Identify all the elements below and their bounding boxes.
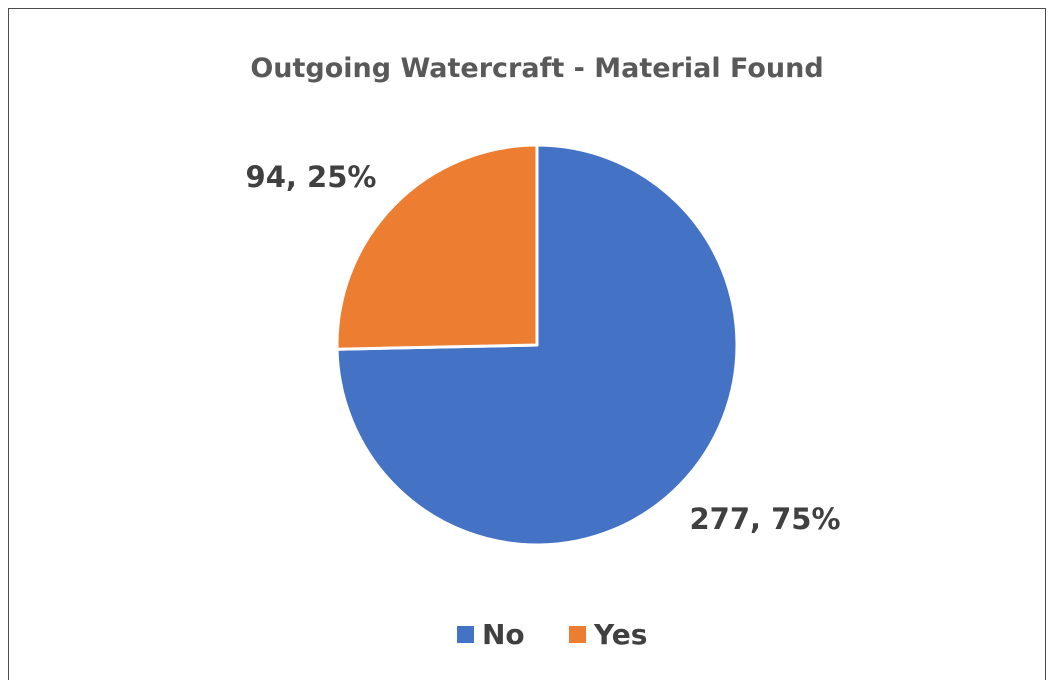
- data-label-yes: 94, 25%: [246, 160, 377, 194]
- legend: No Yes: [457, 618, 647, 651]
- chart-title: Outgoing Watercraft - Material Found: [250, 53, 823, 84]
- legend-label-yes: Yes: [593, 618, 647, 651]
- chart-area: Outgoing Watercraft - Material Found 277…: [8, 8, 1046, 680]
- pie-chart: Outgoing Watercraft - Material Found 277…: [246, 53, 841, 651]
- legend-swatch-yes: [569, 626, 586, 643]
- pie-slice-yes: [335, 143, 539, 351]
- pie-slices: [335, 143, 739, 547]
- data-label-no: 277, 75%: [689, 502, 840, 536]
- pie-data-labels: 277, 75% 94, 25%: [246, 160, 841, 536]
- legend-label-no: No: [482, 618, 525, 651]
- legend-swatch-no: [457, 626, 474, 643]
